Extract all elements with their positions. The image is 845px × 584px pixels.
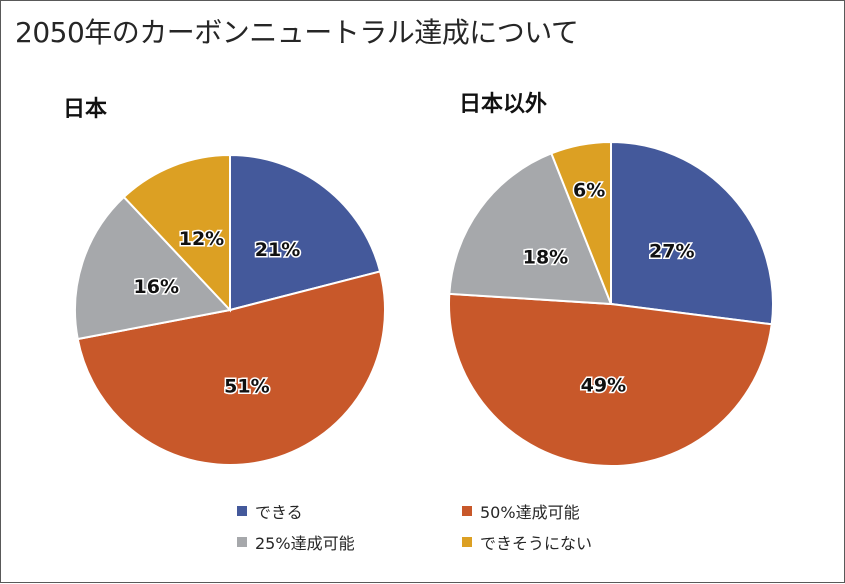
pie-slice-japan-cannot bbox=[122, 153, 231, 313]
data-label-japan-can: 21% bbox=[255, 239, 300, 261]
legend-item-can: できる bbox=[237, 499, 303, 523]
data-label-japan-quarter: 16% bbox=[134, 276, 179, 298]
legend-swatch-quarter bbox=[237, 537, 247, 547]
data-label-japan-half: 51% bbox=[224, 376, 269, 398]
data-label-outside-japan-half: 49% bbox=[581, 375, 626, 397]
legend-item-half: 50%達成可能 bbox=[462, 499, 580, 523]
legend-label-half: 50%達成可能 bbox=[480, 503, 580, 522]
chart-title: 2050年のカーボンニュートラル達成について bbox=[15, 16, 579, 49]
legend-label-can: できる bbox=[255, 503, 303, 522]
legend-label-cannot: できそうにない bbox=[480, 534, 593, 553]
data-label-outside-japan-cannot: 6% bbox=[573, 179, 605, 201]
data-label-japan-cannot: 12% bbox=[179, 228, 224, 250]
data-label-outside-japan-quarter: 18% bbox=[523, 246, 568, 268]
pie-slice-outside-japan-half bbox=[448, 292, 773, 467]
pie-slice-outside-japan-can bbox=[610, 140, 774, 326]
legend: できる 50%達成可能 25%達成可能 できそうにない bbox=[237, 499, 657, 559]
data-label-outside-japan-can: 27% bbox=[649, 240, 694, 262]
legend-swatch-half bbox=[462, 506, 472, 516]
pie-slice-outside-japan-quarter bbox=[448, 152, 613, 306]
pie-title-outside-japan: 日本以外 bbox=[459, 92, 548, 117]
pie-slice-japan-can bbox=[229, 153, 382, 312]
legend-swatch-cannot bbox=[462, 537, 472, 547]
pie-title-japan: 日本 bbox=[63, 97, 108, 122]
legend-item-cannot: できそうにない bbox=[462, 530, 592, 554]
legend-swatch-can bbox=[237, 506, 247, 516]
legend-label-quarter: 25%達成可能 bbox=[255, 534, 355, 553]
pie-slice-outside-japan-cannot bbox=[550, 140, 612, 305]
pie-slice-japan-half bbox=[76, 270, 386, 466]
pie-slice-japan-quarter bbox=[74, 195, 232, 341]
legend-item-quarter: 25%達成可能 bbox=[237, 530, 355, 554]
